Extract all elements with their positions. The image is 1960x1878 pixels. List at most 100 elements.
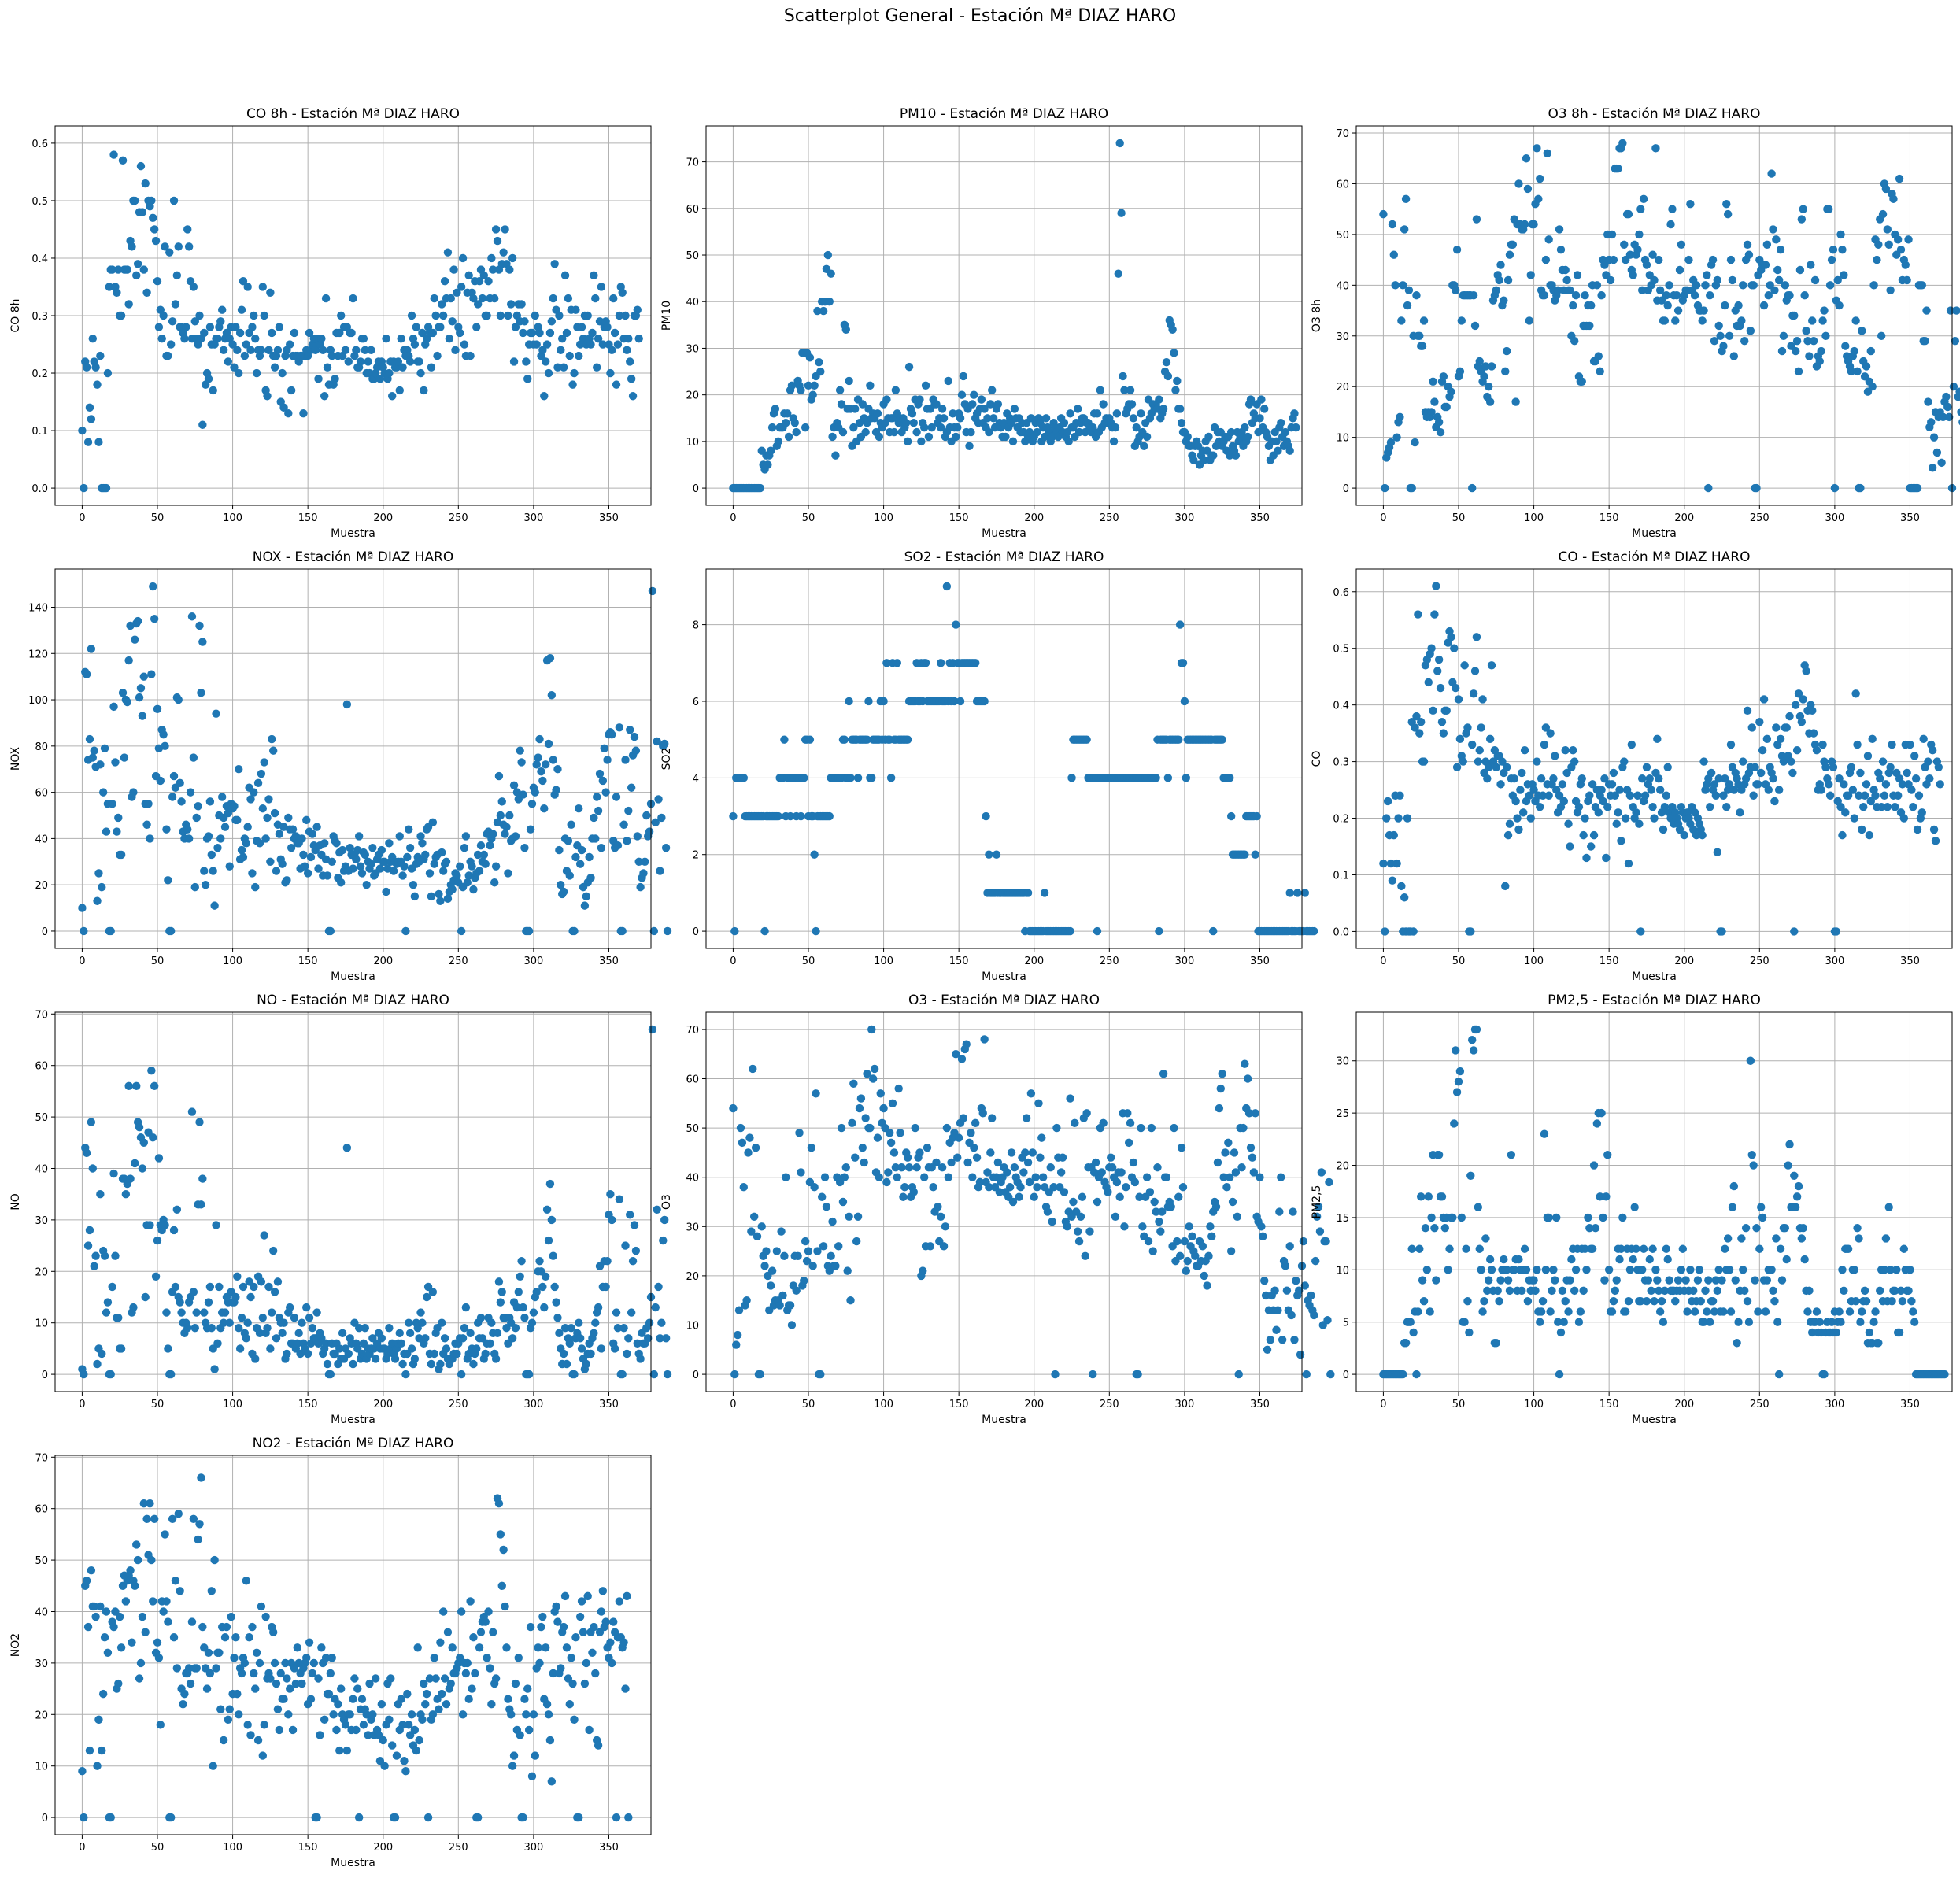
data-point (1549, 774, 1558, 783)
data-point (1120, 1222, 1129, 1231)
data-point (198, 1622, 207, 1632)
data-point (440, 276, 449, 286)
data-point (1226, 774, 1234, 782)
data-point (349, 1359, 357, 1369)
data-point (562, 1359, 571, 1369)
data-point (258, 1751, 268, 1760)
data-point (250, 1282, 258, 1292)
data-point (606, 1189, 615, 1199)
data-point (338, 1329, 347, 1337)
data-point (621, 1684, 630, 1693)
data-point (1383, 797, 1392, 806)
data-point (177, 1308, 186, 1317)
data-point (231, 1292, 240, 1302)
data-point (377, 1334, 386, 1343)
data-point (1432, 582, 1440, 590)
data-point (1272, 437, 1281, 446)
data-point (379, 1736, 387, 1745)
data-point (1144, 1237, 1153, 1246)
data-point (484, 276, 493, 286)
data-point (598, 776, 608, 786)
data-point (323, 363, 332, 372)
data-point (1791, 1203, 1800, 1211)
y-tick-label: 0.3 (1333, 757, 1349, 769)
data-point (1573, 271, 1582, 279)
data-point (246, 346, 255, 355)
data-point (1787, 757, 1795, 766)
data-point (1898, 780, 1907, 789)
data-point (1071, 1118, 1079, 1128)
data-point (128, 1638, 136, 1647)
data-point (1112, 1177, 1122, 1187)
data-point (764, 460, 772, 469)
data-point (385, 1324, 394, 1333)
data-point (567, 820, 575, 829)
data-point (251, 1355, 260, 1363)
data-point (1399, 1370, 1407, 1379)
data-point (197, 689, 205, 697)
data-point (1562, 768, 1571, 778)
data-point (428, 328, 438, 338)
data-points (78, 1473, 633, 1822)
data-point (481, 860, 490, 868)
data-point (1396, 412, 1404, 422)
data-point (1155, 926, 1163, 936)
data-point (1439, 729, 1448, 738)
data-point (1215, 1104, 1224, 1113)
x-tick-label: 150 (298, 956, 318, 967)
data-point (962, 1040, 971, 1048)
data-point (133, 260, 142, 268)
data-point (816, 1370, 825, 1379)
data-point (1209, 926, 1218, 936)
data-point (1761, 261, 1770, 269)
x-tick-label: 300 (523, 1399, 543, 1410)
data-point (138, 208, 147, 216)
data-point (902, 418, 911, 427)
data-point (133, 1555, 142, 1565)
x-tick-label: 200 (1674, 956, 1694, 967)
data-point (290, 328, 299, 338)
data-point (164, 1344, 172, 1353)
y-tick-label: 15 (1336, 1213, 1349, 1225)
data-point (1585, 321, 1594, 331)
data-point (1781, 281, 1790, 290)
data-point (588, 328, 597, 338)
data-point (861, 427, 870, 437)
data-point (1690, 1307, 1699, 1316)
data-point (1636, 927, 1645, 936)
data-point (294, 1329, 303, 1337)
scatter-panel-1: 0 50 100 150 200 250 300 350010203040506070PM10… (660, 106, 1303, 540)
data-point (397, 1339, 405, 1348)
data-point (253, 1736, 263, 1745)
x-tick-label: 300 (1174, 1399, 1194, 1410)
data-point (217, 793, 227, 801)
data-point (1158, 1207, 1167, 1216)
data-point (613, 1324, 623, 1333)
data-point (169, 1632, 179, 1642)
data-point (1477, 1266, 1485, 1274)
data-point (571, 852, 580, 862)
data-point (1287, 1311, 1296, 1320)
data-point (1743, 1296, 1752, 1306)
data-point (1910, 752, 1919, 760)
data-point (793, 1251, 802, 1261)
x-tick-label: 300 (1825, 512, 1844, 524)
data-point (128, 242, 136, 251)
data-point (398, 1721, 407, 1729)
data-point (835, 386, 845, 394)
data-point (1666, 220, 1675, 229)
data-point (1553, 286, 1562, 294)
data-point (252, 368, 261, 378)
data-point (1510, 1266, 1518, 1274)
data-point (1878, 757, 1888, 766)
data-point (1877, 331, 1886, 340)
x-tick-label: 100 (874, 1399, 893, 1410)
data-point (1119, 372, 1127, 381)
data-point (956, 697, 965, 706)
data-point (1436, 683, 1445, 693)
data-point (557, 880, 565, 889)
y-tick-label: 0.1 (1333, 870, 1349, 882)
data-point (255, 839, 264, 848)
data-point (618, 926, 627, 936)
data-point (220, 1308, 230, 1317)
